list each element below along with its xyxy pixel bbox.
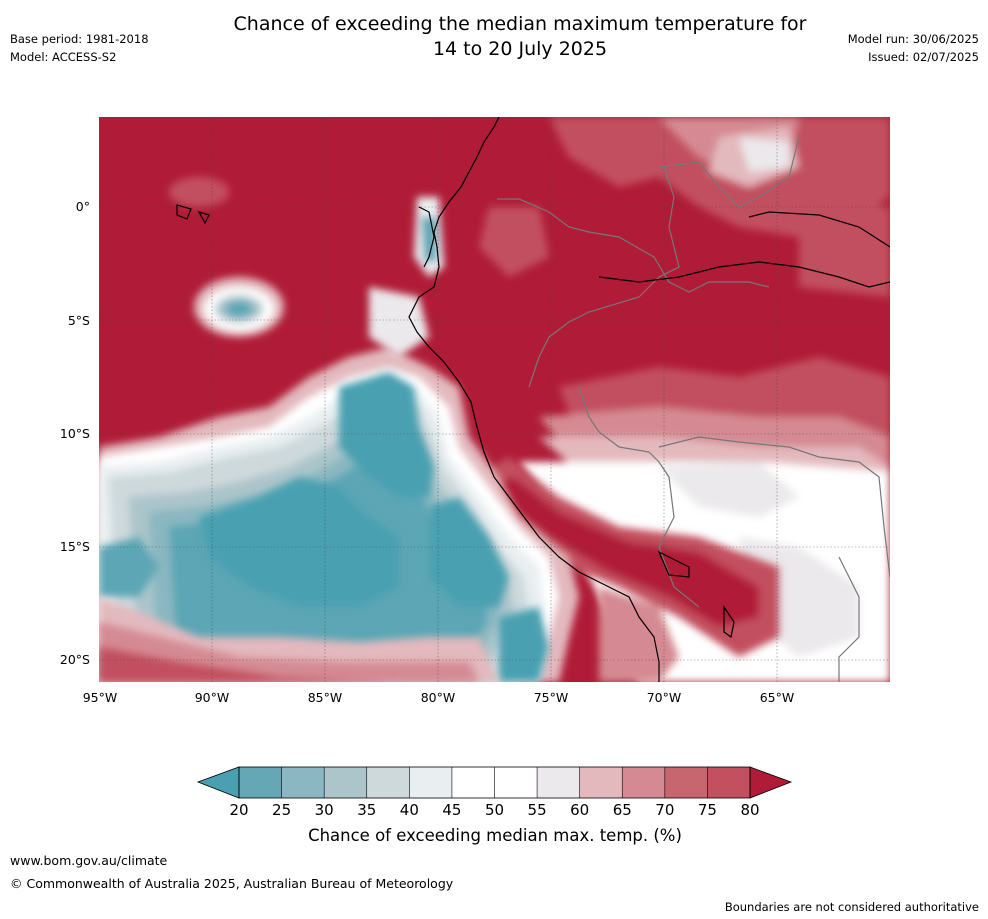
colorbar-tick-label: 75 xyxy=(697,801,717,819)
colorbar-tick-label: 45 xyxy=(442,801,462,819)
colorbar-label: Chance of exceeding median max. temp. (%… xyxy=(308,826,682,845)
coastline xyxy=(176,117,890,682)
colorbar-tick-label: 65 xyxy=(612,801,632,819)
base-period: Base period: 1981-2018 xyxy=(10,32,149,46)
colorbar-segment xyxy=(409,767,453,798)
colorbar-tick-label: 60 xyxy=(570,801,590,819)
colorbar-tick-label: 20 xyxy=(229,801,249,819)
colorbar-segment xyxy=(239,767,283,798)
issued-date: Issued: 02/07/2025 xyxy=(868,50,979,64)
copyright: © Commonwealth of Australia 2025, Austra… xyxy=(10,876,454,891)
disclaimer: Boundaries are not considered authoritat… xyxy=(724,900,979,914)
lon-label-5: 70°W xyxy=(646,690,682,705)
model-name: Model: ACCESS-S2 xyxy=(10,50,117,64)
colorbar-segment xyxy=(451,767,495,798)
meta-left: Base period: 1981-2018 Model: ACCESS-S2 xyxy=(10,30,149,66)
colorbar-tick-label: 80 xyxy=(740,801,760,819)
meta-right: Model run: 30/06/2025 Issued: 02/07/2025 xyxy=(848,30,979,66)
lon-label-0: 95°W xyxy=(82,690,118,705)
colorbar xyxy=(196,766,793,799)
colorbar-tick-label: 35 xyxy=(357,801,377,819)
colorbar-high-extension xyxy=(749,766,793,799)
cool-spot-offshore xyxy=(169,177,284,337)
lon-label-2: 85°W xyxy=(307,690,343,705)
country-borders xyxy=(497,136,890,682)
colorbar-segment xyxy=(622,767,666,798)
colorbar-low-extension xyxy=(196,766,240,799)
colorbar-tick-label: 40 xyxy=(399,801,419,819)
graticule xyxy=(99,117,890,682)
cool-spot-coast xyxy=(369,197,444,357)
colorbar-tick-label: 70 xyxy=(655,801,675,819)
colorbar-segment xyxy=(494,767,538,798)
colorbar-segment xyxy=(324,767,368,798)
cool-ocean-region xyxy=(99,347,579,682)
colorbar-tick-label: 50 xyxy=(484,801,505,819)
lat-label-3: 15°S xyxy=(59,539,90,554)
map-title: Chance of exceeding the median maximum t… xyxy=(150,12,890,62)
lat-label-1: 5°S xyxy=(67,313,90,328)
lat-label-2: 10°S xyxy=(59,426,90,441)
colorbar-outline xyxy=(238,766,751,799)
warm-bands-north-east xyxy=(479,117,890,297)
map-svg xyxy=(99,117,890,682)
lon-label-6: 65°W xyxy=(759,690,795,705)
title-line-2: 14 to 20 July 2025 xyxy=(432,38,608,60)
colorbar-segment xyxy=(366,767,410,798)
model-run: Model run: 30/06/2025 xyxy=(847,32,979,46)
colorbar-tick-label: 30 xyxy=(314,801,334,819)
colorbar-segment xyxy=(664,767,708,798)
lon-label-4: 75°W xyxy=(533,690,569,705)
lat-label-0: 0° xyxy=(75,199,90,214)
lon-label-3: 80°W xyxy=(420,690,456,705)
forecast-map xyxy=(99,117,890,682)
lon-label-1: 90°W xyxy=(194,690,230,705)
colorbar-segment xyxy=(281,767,325,798)
colorbar-segment xyxy=(537,767,581,798)
website-link[interactable]: www.bom.gov.au/climate xyxy=(10,853,168,868)
lat-label-4: 20°S xyxy=(59,652,90,667)
title-line-1: Chance of exceeding the median maximum t… xyxy=(233,13,807,35)
colorbar-segment xyxy=(707,767,751,798)
colorbar-tick-label: 55 xyxy=(527,801,547,819)
coastal-warm-band xyxy=(474,457,779,682)
colorbar-segment xyxy=(579,767,623,798)
colorbar-segments xyxy=(239,767,751,798)
colorbar-tick-label: 25 xyxy=(272,801,292,819)
